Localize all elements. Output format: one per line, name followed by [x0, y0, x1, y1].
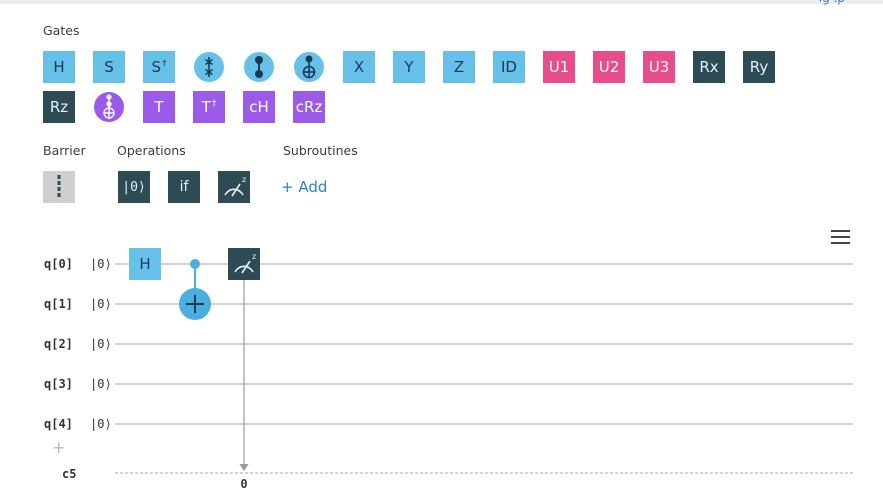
measure-icon[interactable]: z — [218, 171, 250, 203]
qubit-init-q0: |0⟩ — [90, 257, 112, 271]
gate-sdg[interactable]: S † — [143, 51, 175, 83]
gate-label: Ry — [749, 58, 769, 76]
gate-label: Rx — [699, 58, 719, 76]
if-label: if — [179, 179, 189, 195]
gate-x[interactable]: X — [343, 51, 375, 83]
qubit-label-q2: q[2] — [44, 337, 73, 351]
gate-label: S — [104, 58, 114, 76]
barrier-button[interactable] — [43, 171, 75, 203]
barrier-icon — [57, 175, 61, 199]
qubit-label-q1: q[1] — [44, 297, 73, 311]
gate-u2[interactable]: U2 — [593, 51, 625, 83]
gate-label: cRz — [295, 98, 323, 116]
placed-h-gate[interactable]: H — [129, 248, 161, 280]
gates-heading: Gates — [43, 23, 80, 38]
add-qubit-button[interactable]: + — [52, 438, 66, 457]
gate-label: X — [353, 58, 365, 76]
gate-id[interactable]: ID — [493, 51, 525, 83]
gate-rz[interactable]: Rz — [43, 91, 75, 123]
gate-label: T — [201, 98, 211, 116]
gate-u3[interactable]: U3 — [643, 51, 675, 83]
gate-ch[interactable]: cH — [243, 91, 275, 123]
qubit-label-q4: q[4] — [44, 417, 73, 431]
gate-z[interactable]: Z — [443, 51, 475, 83]
cz-icon[interactable] — [243, 51, 275, 83]
cnot-icon[interactable] — [293, 51, 325, 83]
gate-s[interactable]: S — [93, 51, 125, 83]
top-border — [0, 0, 883, 4]
qubit-init-q3: |0⟩ — [90, 377, 112, 391]
gate-ry[interactable]: Ry — [743, 51, 775, 83]
gate-label: U1 — [548, 58, 570, 76]
qubit-init-q2: |0⟩ — [90, 337, 112, 351]
gate-label: U2 — [598, 58, 620, 76]
placed-measure-gate[interactable]: z 0 — [228, 248, 260, 491]
gate-label: Z — [453, 58, 465, 76]
gate-y[interactable]: Y — [393, 51, 425, 83]
gate-sup: † — [211, 99, 217, 109]
gate-label: T — [154, 98, 164, 116]
gate-label: S — [151, 58, 162, 76]
cnot-control-dot — [190, 259, 200, 269]
swap-icon[interactable] — [193, 51, 225, 83]
placed-cnot-gate[interactable] — [179, 259, 211, 320]
svg-text:z: z — [242, 175, 246, 184]
gate-label: Rz — [49, 98, 69, 116]
barrier-heading: Barrier — [43, 143, 86, 158]
top-link-fragment[interactable]: ig .p — [819, 0, 845, 5]
hamburger-menu-icon[interactable] — [831, 230, 850, 244]
gate-label: U3 — [648, 58, 670, 76]
if-button[interactable]: if — [168, 171, 200, 203]
qubit-label-q0: q[0] — [44, 257, 73, 271]
qubit-label-q3: q[3] — [44, 377, 73, 391]
gate-rx[interactable]: Rx — [693, 51, 725, 83]
qubit-init-q1: |0⟩ — [90, 297, 112, 311]
qubit-init-q4: |0⟩ — [90, 417, 112, 431]
gate-t[interactable]: T — [143, 91, 175, 123]
add-subroutine-link[interactable]: + Add — [281, 178, 328, 196]
classical-register-label: c5 — [62, 467, 77, 481]
measure-z-label: z — [252, 252, 256, 261]
reset-button[interactable]: |0⟩ — [118, 171, 150, 203]
gate-sup: † — [162, 59, 167, 69]
gate-h[interactable]: H — [43, 51, 75, 83]
gate-crz[interactable]: cRz — [293, 91, 325, 123]
reset-label: |0⟩ — [122, 179, 146, 195]
subroutines-heading: Subroutines — [283, 143, 358, 158]
gate-label: cH — [249, 98, 269, 116]
gate-u1[interactable]: U1 — [543, 51, 575, 83]
gate-label: Y — [404, 58, 414, 76]
gate-label: ID — [501, 58, 517, 76]
placed-h-label: H — [139, 255, 150, 273]
gate-label: H — [53, 58, 65, 76]
toffoli-icon[interactable] — [93, 91, 125, 123]
operations-heading: Operations — [117, 143, 186, 158]
gate-tdg[interactable]: T † — [193, 91, 225, 123]
measure-target-bit: 0 — [240, 477, 247, 491]
